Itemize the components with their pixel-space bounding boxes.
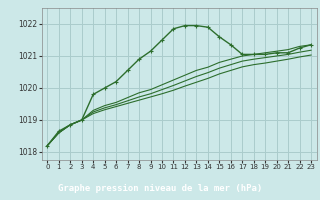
Text: Graphe pression niveau de la mer (hPa): Graphe pression niveau de la mer (hPa) <box>58 184 262 193</box>
